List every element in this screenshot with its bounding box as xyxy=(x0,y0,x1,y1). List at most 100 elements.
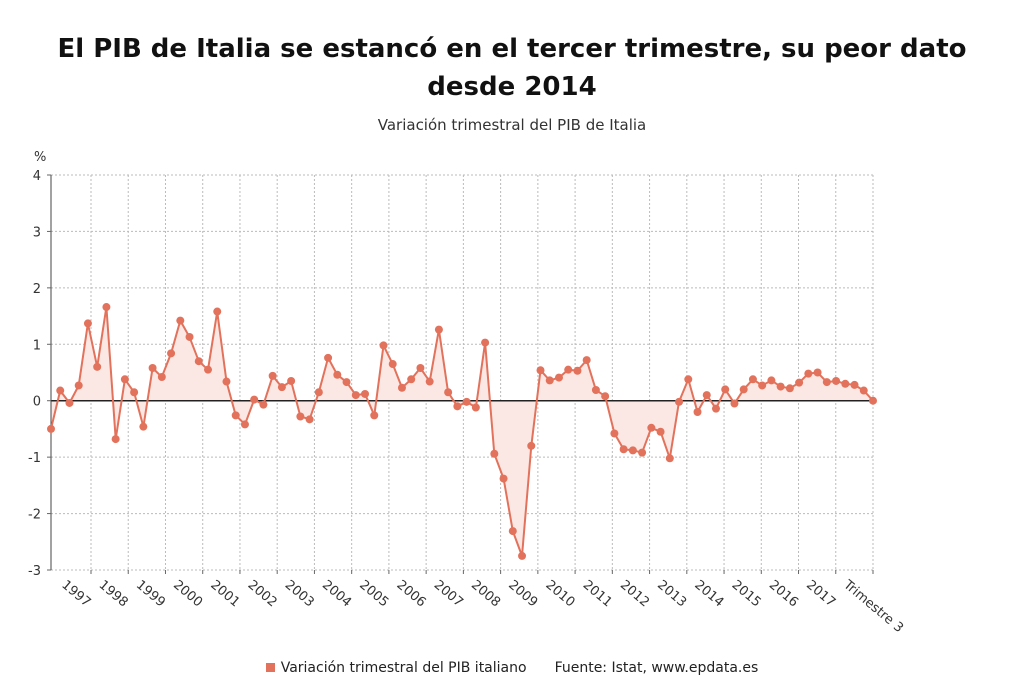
x-axis-ticks: 1997 1998 1999 2000 2001 2002 2003 2004 2005 2006… xyxy=(58,570,906,636)
data-point xyxy=(342,378,351,387)
data-point xyxy=(388,360,397,369)
data-point xyxy=(416,363,425,372)
data-point xyxy=(721,385,730,394)
x-tick-label: 2005 xyxy=(356,578,391,611)
data-point xyxy=(453,402,462,411)
data-point xyxy=(601,392,610,401)
data-point xyxy=(462,397,471,406)
x-tick-label: 2013 xyxy=(654,578,689,611)
data-point xyxy=(139,422,148,431)
data-point xyxy=(314,388,323,397)
data-point xyxy=(444,388,453,397)
data-point xyxy=(287,376,296,385)
y-tick-label: -3 xyxy=(28,564,41,579)
data-point xyxy=(93,362,102,371)
data-point xyxy=(785,384,794,393)
chart-title: El PIB de Italia se estancó en el tercer… xyxy=(57,34,967,102)
data-point xyxy=(490,449,499,458)
x-tick-label: 1998 xyxy=(96,578,131,611)
x-tick-label: 2002 xyxy=(245,578,280,611)
data-point xyxy=(591,385,600,394)
data-point xyxy=(776,382,785,391)
data-point xyxy=(859,386,868,395)
data-point xyxy=(351,391,360,400)
data-point xyxy=(296,412,305,421)
x-tick-label: 2001 xyxy=(207,578,242,611)
data-point xyxy=(665,454,674,463)
series-line xyxy=(50,306,874,557)
x-tick-label: 2007 xyxy=(431,578,466,611)
data-point xyxy=(675,397,684,406)
data-point xyxy=(204,365,213,374)
x-tick-label: 2009 xyxy=(505,578,540,611)
y-tick-label: 0 xyxy=(33,395,41,410)
data-point xyxy=(361,389,370,398)
data-point xyxy=(841,379,850,388)
data-point xyxy=(656,427,665,436)
data-point xyxy=(157,373,166,382)
data-point xyxy=(74,381,83,390)
x-tick-label: 1999 xyxy=(133,578,168,611)
data-point xyxy=(120,375,129,384)
x-tick-label: 2008 xyxy=(468,578,503,611)
data-point xyxy=(748,375,757,384)
data-point xyxy=(481,338,490,347)
data-point xyxy=(407,375,416,384)
data-point xyxy=(130,388,139,397)
data-point xyxy=(564,365,573,374)
x-tick-label: 2017 xyxy=(803,578,838,611)
data-point xyxy=(333,370,342,379)
data-point xyxy=(767,376,776,385)
y-tick-label: 3 xyxy=(33,225,41,240)
data-point xyxy=(638,448,647,457)
data-point xyxy=(222,377,231,386)
data-point xyxy=(711,404,720,413)
data-point xyxy=(185,332,194,341)
y-axis-unit-label: % xyxy=(34,150,46,165)
data-point xyxy=(425,377,434,386)
data-point xyxy=(397,383,406,392)
data-point xyxy=(619,445,628,454)
data-point xyxy=(259,400,268,409)
x-tick-label: 2003 xyxy=(282,578,317,611)
data-point xyxy=(324,353,333,362)
data-point xyxy=(379,341,388,350)
data-point xyxy=(536,366,545,375)
data-point xyxy=(822,378,831,387)
legend-series-label: Variación trimestral del PIB italiano xyxy=(280,660,527,676)
y-axis-ticks: 4 3 2 1 0 -1 -2 -3 xyxy=(28,169,51,579)
x-tick-label: 2004 xyxy=(319,578,354,611)
data-point xyxy=(176,316,185,325)
data-point xyxy=(47,424,55,433)
data-point xyxy=(434,325,443,334)
data-point xyxy=(693,408,702,416)
x-tick-label: 1997 xyxy=(58,578,93,611)
data-point xyxy=(582,356,591,365)
data-point xyxy=(832,376,841,385)
data-point xyxy=(167,349,176,358)
data-point xyxy=(240,420,249,429)
y-tick-label: -2 xyxy=(28,508,41,523)
data-point xyxy=(231,411,240,420)
data-point xyxy=(795,378,804,387)
x-tick-label: 2000 xyxy=(170,578,205,611)
x-tick-label: 2010 xyxy=(543,578,578,611)
x-tick-label: 2014 xyxy=(691,578,726,611)
data-point xyxy=(730,399,739,408)
x-tick-label: Trimestre 3 xyxy=(840,577,906,636)
y-tick-label: 1 xyxy=(33,338,41,353)
data-point xyxy=(518,551,527,560)
data-point xyxy=(869,396,877,405)
data-point xyxy=(277,383,286,392)
y-tick-label: -1 xyxy=(28,451,41,466)
data-point xyxy=(250,395,259,404)
data-point xyxy=(65,398,74,407)
series-points xyxy=(47,303,877,560)
data-point xyxy=(684,375,693,384)
data-point xyxy=(545,376,554,385)
source-note: Fuente: Istat, www.epdata.es xyxy=(554,660,759,676)
data-point xyxy=(111,435,120,444)
data-point xyxy=(268,371,277,380)
data-point xyxy=(83,319,92,328)
